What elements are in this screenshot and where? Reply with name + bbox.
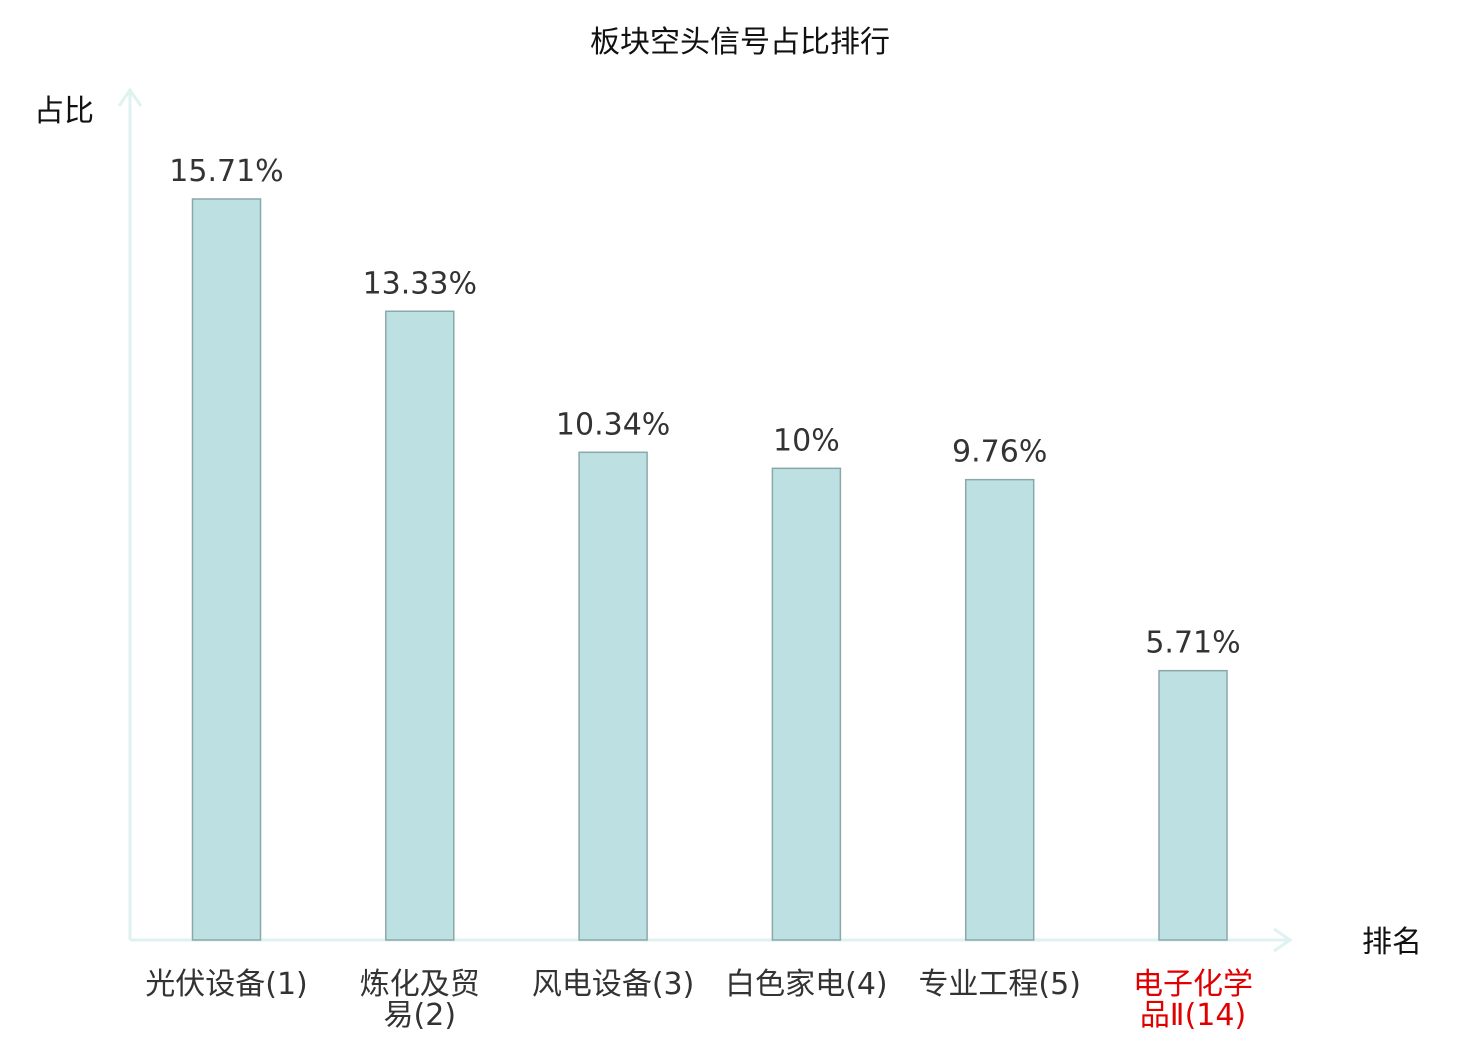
value-label: 10%	[773, 423, 840, 458]
value-labels-group: 15.71% 13.33% 10.34% 10% 9.76% 5.71%	[169, 154, 1240, 661]
category-label-line: 风电设备(3)	[532, 967, 695, 1002]
category-labels-group: 光伏设备(1) 炼化及贸易(2) 风电设备(3) 白色家电(4) 专业工程(5) 电子化学…	[145, 967, 1253, 1033]
category-label-line: 光伏设备(1)	[145, 967, 308, 1002]
chart-title: 板块空头信号占比排行	[590, 25, 890, 60]
category-label-line: 白色家电(4)	[725, 967, 888, 1002]
axes	[117, 87, 1293, 953]
category-label-line: 炼化及贸	[360, 967, 480, 1002]
category-label-line: 易(2)	[384, 998, 457, 1033]
bar	[191, 198, 262, 941]
bar	[385, 310, 455, 941]
value-label: 13.33%	[363, 266, 477, 301]
category-label: 风电设备(3)	[532, 967, 695, 1002]
category-label-line: 品Ⅱ(14)	[1140, 998, 1246, 1033]
category-label: 白色家电(4)	[725, 967, 888, 1002]
category-label-line: 电子化学	[1133, 967, 1253, 1002]
category-label: 炼化及贸易(2)	[360, 967, 480, 1033]
value-label: 5.71%	[1145, 626, 1240, 661]
bar	[1158, 669, 1228, 941]
category-label: 专业工程(5)	[918, 967, 1081, 1002]
value-label: 9.76%	[952, 435, 1047, 470]
value-label: 10.34%	[556, 407, 670, 442]
category-label: 电子化学品Ⅱ(14)	[1133, 967, 1253, 1033]
bars-group	[191, 198, 1228, 941]
bar	[578, 451, 648, 941]
x-axis-arrow	[1273, 927, 1293, 953]
bar	[771, 467, 842, 941]
y-axis-arrow	[117, 87, 143, 107]
category-label-line: 专业工程(5)	[918, 967, 1081, 1002]
value-label: 15.71%	[169, 154, 283, 189]
category-label: 光伏设备(1)	[145, 967, 308, 1002]
y-axis-label: 占比	[34, 94, 94, 129]
bar	[964, 478, 1035, 941]
x-axis-label: 排名	[1362, 925, 1422, 960]
